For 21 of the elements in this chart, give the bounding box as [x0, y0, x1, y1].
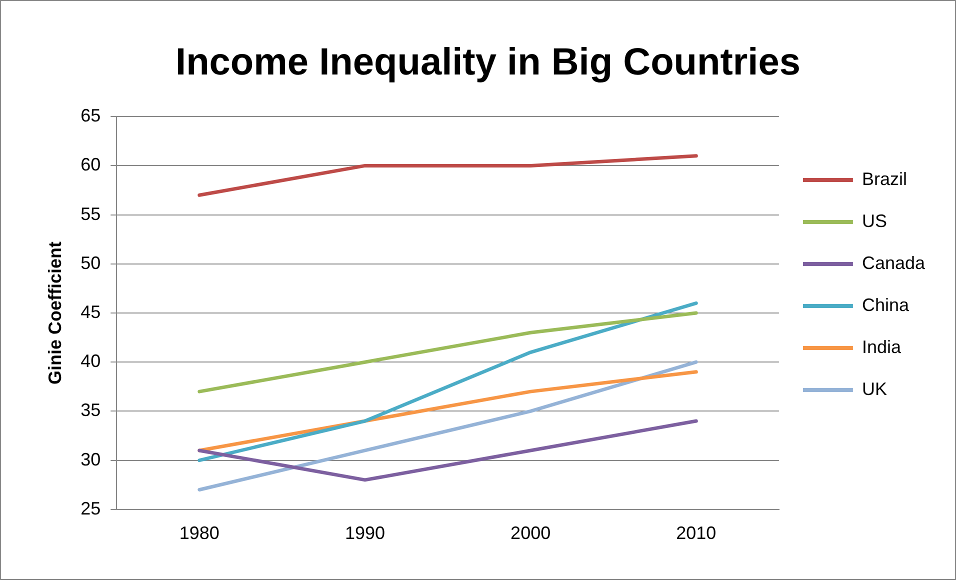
x-tick-label: 2010 — [676, 523, 716, 544]
y-tick-label: 35 — [80, 400, 101, 420]
legend-label: China — [862, 294, 910, 315]
chart-title: Income Inequality in Big Countries — [176, 41, 800, 84]
y-tick-label: 60 — [80, 154, 101, 175]
legend-label: UK — [862, 378, 887, 399]
y-tick-label: 65 — [80, 106, 101, 126]
y-tick-label: 40 — [80, 351, 101, 372]
x-tick-label: 2000 — [510, 523, 551, 544]
legend-label: US — [862, 210, 887, 231]
legend-label: Canada — [862, 252, 926, 273]
x-tick-label: 1980 — [179, 523, 220, 544]
y-tick-label: 25 — [80, 498, 101, 518]
y-tick-label: 45 — [80, 302, 101, 322]
legend-label: India — [862, 336, 902, 357]
y-tick-label: 30 — [80, 449, 101, 470]
y-axis-title: Ginie Coefficient — [44, 241, 65, 385]
legend-label: Brazil — [862, 168, 907, 189]
y-tick-label: 55 — [80, 204, 101, 224]
x-tick-label: 1990 — [344, 523, 386, 544]
y-tick-label: 50 — [80, 252, 101, 273]
